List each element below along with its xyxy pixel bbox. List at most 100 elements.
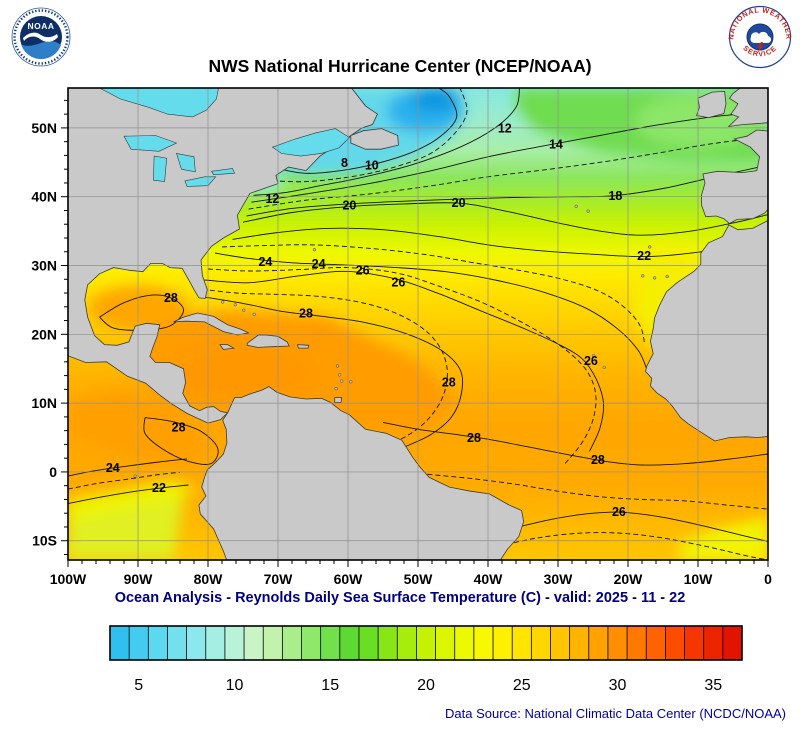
nws-lightning-icon [757, 42, 764, 52]
land-hispaniola [246, 334, 290, 348]
isotherm-10c [263, 88, 468, 183]
contour-label: 24 [106, 461, 120, 475]
land-jamaica [219, 344, 236, 350]
isotherm-26c [512, 511, 768, 542]
colorbar-cell [607, 626, 628, 660]
noaa-wordmark: NOAA [27, 21, 54, 31]
islet [641, 274, 645, 278]
islet [312, 248, 317, 252]
contour-label: 26 [612, 505, 626, 519]
land-south-america [198, 386, 525, 560]
isotherm-28c [99, 294, 184, 331]
longitude-label: 100W [50, 571, 87, 587]
land-trinidad [334, 397, 343, 403]
isotherm-22c [232, 227, 768, 258]
islet [335, 364, 340, 368]
hudson-bay [99, 88, 219, 118]
islet [665, 274, 669, 279]
islet [349, 380, 353, 384]
nws-logo-icon: NATIONAL WEATHER SERVICE [728, 5, 792, 69]
islet [592, 354, 596, 358]
islet [340, 379, 344, 383]
islet [233, 303, 237, 307]
contour-label: 20 [452, 196, 466, 210]
longitude-label: 90W [124, 571, 154, 587]
lake-michigan [153, 155, 168, 182]
colorbar-tick-label: 25 [513, 677, 531, 694]
gulf-of-st-lawrence [271, 128, 350, 157]
temperature-colorbar: 5 10 15 20 25 30 35 [109, 625, 743, 694]
islet [648, 245, 652, 249]
colorbar-cell [301, 626, 322, 660]
colorbar-cell [646, 626, 666, 660]
colorbar-cell [569, 626, 590, 660]
colorbar-cell [224, 626, 245, 660]
colorbar-tick-label: 30 [609, 677, 627, 694]
graticule [68, 88, 768, 560]
nws-cloud-icon [750, 31, 772, 44]
colorbar-cell [148, 626, 168, 660]
colorbar-cell [435, 626, 456, 660]
isotherm-25c [207, 267, 597, 464]
latitude-label: 10S [32, 533, 57, 549]
longitude-label: 40W [474, 571, 504, 587]
contour-label: 28 [164, 291, 178, 305]
data-source-note: Data Source: National Climatic Data Cent… [445, 706, 786, 721]
islet [252, 312, 256, 317]
longitude-label: 60W [334, 571, 364, 587]
contour-label: 28 [172, 421, 186, 435]
noaa-gull-swoosh [23, 32, 58, 42]
colorbar-tick-label: 15 [321, 677, 339, 694]
noaa-logo-icon: NOAA [11, 7, 71, 67]
contour-label: 26 [356, 264, 370, 278]
longitude-label: 50W [404, 571, 434, 587]
colorbar-cell [320, 626, 341, 660]
contour-label: 18 [608, 189, 622, 203]
colorbar-tick-label: 35 [704, 677, 722, 694]
longitude-label: 70W [264, 571, 294, 587]
latitude-label: 30N [31, 258, 57, 274]
colorbar-cell [397, 626, 417, 660]
colorbar-cell [244, 626, 264, 660]
colorbar-cell [205, 626, 226, 660]
colorbar-cell [167, 626, 187, 660]
nws-logo: NATIONAL WEATHER SERVICE [728, 5, 792, 69]
contour-label: 26 [584, 354, 598, 368]
colorbar-cell [339, 626, 360, 660]
islet [574, 204, 578, 208]
colorbar-cell [722, 626, 743, 660]
contour-label: 10 [365, 159, 379, 173]
colorbar-cell [588, 626, 609, 660]
land-newfoundland [350, 128, 399, 150]
contour-label: 8 [341, 156, 348, 170]
contour-label: 20 [342, 198, 356, 212]
colorbar-cell [282, 626, 302, 660]
isotherm-18c [246, 164, 768, 217]
contour-label: 24 [258, 255, 272, 269]
lake-superior [123, 135, 178, 152]
colorbar-cell [186, 626, 207, 660]
contour-label: 14 [549, 137, 563, 151]
contour-label: 12 [265, 192, 279, 206]
colorbar-cell [378, 626, 398, 660]
colorbar-cell [493, 626, 513, 660]
land-north-america [68, 88, 378, 424]
lake-ontario [211, 168, 236, 176]
isotherm-26c [204, 270, 605, 452]
axis-ticks [61, 99, 769, 567]
land-ireland [696, 90, 727, 119]
longitude-label: 0 [764, 571, 772, 587]
isotherm-28c [382, 421, 768, 466]
colorbar-tick-label: 20 [417, 677, 435, 694]
land-puerto-rico [297, 344, 310, 349]
latitude-label: 40N [31, 189, 57, 205]
colorbar-tick-label: 10 [226, 677, 244, 694]
isotherm-23c [68, 471, 181, 490]
isotherm-8c [274, 88, 458, 174]
page-title: NWS National Hurricane Center (NCEP/NOAA… [208, 56, 592, 76]
latitude-label: 20N [31, 326, 57, 342]
contour-label: 28 [299, 306, 313, 320]
colorbar-cell [358, 626, 379, 660]
contour-label: 28 [591, 453, 605, 467]
